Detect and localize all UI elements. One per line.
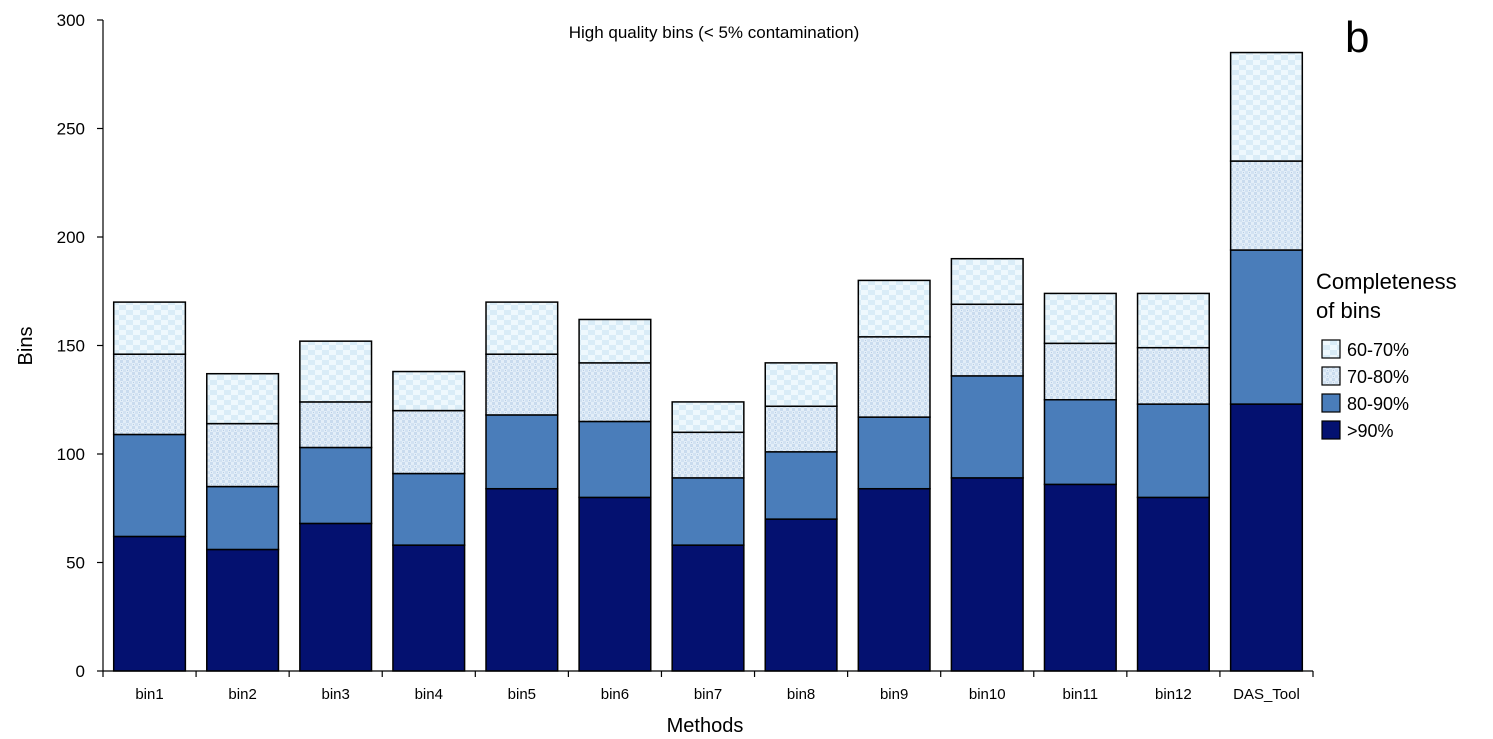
bar-segment-bin9-80-90%: [857, 416, 931, 490]
x-tick-label: bin9: [880, 686, 908, 703]
x-tick-label: bin7: [694, 686, 722, 703]
x-tick-label: bin8: [787, 686, 815, 703]
y-tick-label: 200: [57, 228, 85, 247]
bar-segment-bin1-80-90%: [112, 433, 187, 538]
bar-segment-bin12-80-90%: [1136, 403, 1210, 499]
bar-segment-bin2-70-80%: [206, 422, 280, 488]
x-ticks-group: bin1 bin2 bin3 bin4 bin5 bin6 bin7 bin8 bin9 bin1…: [102, 671, 1314, 703]
bar-segment-DAS_Tool->90%: [1229, 403, 1304, 672]
y-axis-title: Bins: [15, 327, 37, 366]
bar-segment-bin3-60-70%: [299, 340, 373, 403]
bar-segment-bin8-80-90%: [764, 451, 838, 520]
bar-segment-bin2-60-70%: [206, 372, 280, 425]
legend-title-line-2: of bins: [1316, 298, 1381, 323]
bar-segment-bin1-70-80%: [112, 353, 187, 436]
y-tick-label: 300: [57, 11, 85, 30]
y-tick-label: 0: [76, 662, 85, 681]
bar-segment-bin10-60-70%: [950, 257, 1024, 306]
x-tick-label: DAS_Tool: [1233, 686, 1300, 703]
bar-segment-bin5-60-70%: [485, 301, 559, 355]
legend-title-line-1: Completeness: [1316, 269, 1457, 294]
bar-segment-bin10-80-90%: [950, 375, 1024, 479]
bar-segment-bin6-60-70%: [578, 318, 652, 364]
bar-segment-bin8-60-70%: [764, 362, 838, 408]
bar-segment-bin11-60-70%: [1043, 292, 1117, 345]
bars-group: [112, 51, 1304, 672]
bar-segment-bin12-70-80%: [1136, 346, 1210, 405]
bar-segment-bin7-70-80%: [671, 431, 745, 479]
bar-segment-DAS_Tool-60-70%: [1229, 51, 1304, 162]
legend-label: 60-70%: [1347, 340, 1409, 360]
bar-segment-bin4-80-90%: [392, 472, 466, 546]
bar-segment-bin11-80-90%: [1043, 399, 1117, 486]
bar-segment-bin7-60-70%: [671, 401, 745, 434]
bar-segment-bin4->90%: [392, 544, 466, 672]
bar-segment-bin6-70-80%: [578, 362, 652, 423]
bar-segment-DAS_Tool-70-80%: [1229, 160, 1304, 251]
panel-label: b: [1345, 13, 1369, 62]
y-tick-label: 100: [57, 445, 85, 464]
bar-segment-bin8->90%: [764, 518, 838, 672]
bar-segment-bin7-80-90%: [671, 477, 745, 546]
bar-segment-DAS_Tool-80-90%: [1229, 249, 1304, 405]
bar-segment-bin3->90%: [299, 522, 373, 672]
bar-segment-bin3-80-90%: [299, 446, 373, 525]
y-tick-label: 150: [57, 337, 85, 356]
x-axis-title: Methods: [667, 715, 744, 737]
bar-segment-bin12-60-70%: [1136, 292, 1210, 349]
bar-segment-bin11-70-80%: [1043, 342, 1117, 401]
y-tick-label: 50: [66, 554, 85, 573]
legend-swatch->90%: [1321, 420, 1341, 440]
bar-segment-bin1->90%: [112, 535, 187, 672]
bar-segment-bin10-70-80%: [950, 303, 1024, 377]
x-tick-label: bin12: [1155, 686, 1192, 703]
bar-segment-bin6->90%: [578, 496, 652, 672]
x-tick-label: bin4: [415, 686, 443, 703]
bar-segment-bin12->90%: [1136, 496, 1210, 672]
x-tick-label: bin10: [969, 686, 1006, 703]
bar-segment-bin5-80-90%: [485, 414, 559, 490]
y-tick-label: 250: [57, 120, 85, 139]
legend-label: 80-90%: [1347, 394, 1409, 414]
bar-segment-bin8-70-80%: [764, 405, 838, 453]
bar-segment-bin5-70-80%: [485, 353, 559, 416]
legend-label: 70-80%: [1347, 367, 1409, 387]
bar-segment-bin10->90%: [950, 477, 1024, 672]
bar-segment-bin11->90%: [1043, 483, 1117, 672]
bar-segment-bin7->90%: [671, 544, 745, 672]
bar-segment-bin1-60-70%: [112, 301, 187, 355]
bar-segment-bin4-60-70%: [392, 370, 466, 412]
chart-title: High quality bins (< 5% contamination): [569, 23, 860, 42]
legend-swatch-60-70%: [1321, 339, 1341, 359]
y-ticks-group: 0 50 100 150 200 250 300: [57, 11, 103, 681]
bar-segment-bin2->90%: [206, 548, 280, 672]
legend-swatch-80-90%: [1321, 393, 1341, 413]
legend: Completeness of bins 60-70% 70-80% 80-90% >…: [1316, 269, 1457, 441]
bar-segment-bin4-70-80%: [392, 409, 466, 475]
legend-label: >90%: [1347, 421, 1394, 441]
x-tick-label: bin3: [322, 686, 350, 703]
bar-segment-bin3-70-80%: [299, 401, 373, 449]
x-tick-label: bin6: [601, 686, 629, 703]
bar-segment-bin2-80-90%: [206, 485, 280, 551]
x-tick-label: bin2: [228, 686, 256, 703]
bar-segment-bin9-70-80%: [857, 336, 931, 418]
x-tick-label: bin11: [1063, 686, 1099, 703]
bar-segment-bin5->90%: [485, 487, 559, 672]
x-tick-label: bin5: [508, 686, 536, 703]
legend-swatch-70-80%: [1321, 366, 1341, 386]
x-tick-label: bin1: [135, 686, 163, 703]
bar-segment-bin9-60-70%: [857, 279, 931, 338]
bar-segment-bin6-80-90%: [578, 420, 652, 499]
bar-segment-bin9->90%: [857, 487, 931, 672]
legend-items: 60-70% 70-80% 80-90% >90%: [1321, 339, 1409, 441]
